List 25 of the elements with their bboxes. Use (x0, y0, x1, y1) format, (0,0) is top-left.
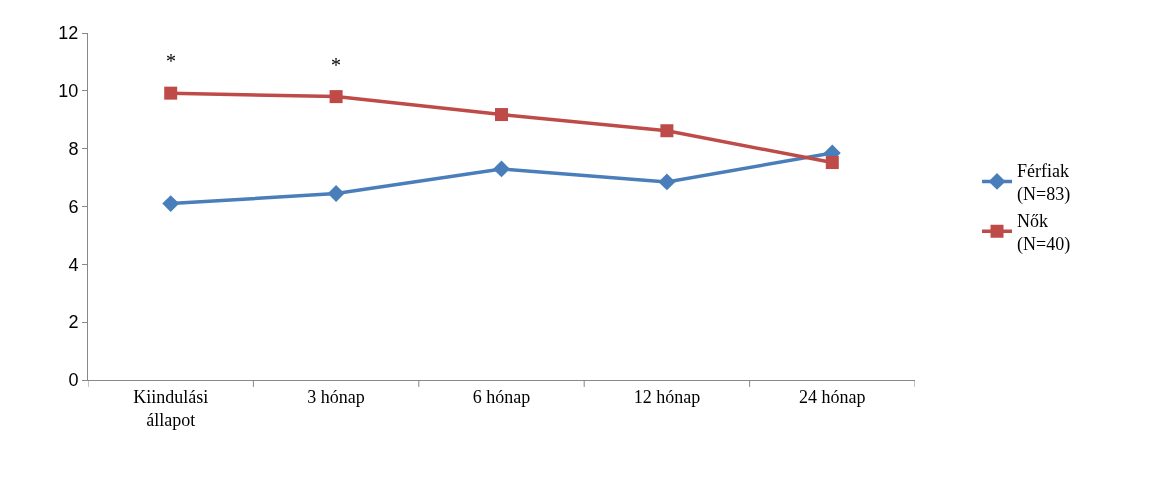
y-tick-label: 12 (58, 23, 79, 44)
point (327, 185, 345, 202)
y-tick-label: 10 (58, 81, 79, 102)
point (162, 195, 180, 213)
annotation: * (166, 50, 176, 72)
annotation: * (331, 54, 341, 76)
x-tick-label: 12 hónap (633, 386, 701, 407)
legend-label: Nők (N=40) (1017, 210, 1071, 255)
y-tick-label: 6 (68, 196, 79, 217)
legend-label: Férfiak (N=83) (1017, 160, 1071, 206)
y-tick-label: 0 (68, 370, 79, 391)
y-tick-label: 8 (68, 138, 79, 159)
point (329, 90, 343, 104)
y-tick-label: 4 (68, 254, 79, 275)
x-tick-label: 24 hónap (799, 386, 866, 407)
point (493, 160, 510, 178)
x-tick-label: 3 hónap (307, 386, 365, 407)
x-tick-label: 6 hónap (472, 386, 531, 407)
point (658, 173, 676, 191)
y-tick-label: 2 (68, 312, 79, 333)
point (164, 86, 178, 100)
x-tick-label: Kiindulási állapot (133, 386, 209, 430)
point (660, 124, 674, 138)
point (495, 108, 508, 122)
point (825, 156, 839, 170)
